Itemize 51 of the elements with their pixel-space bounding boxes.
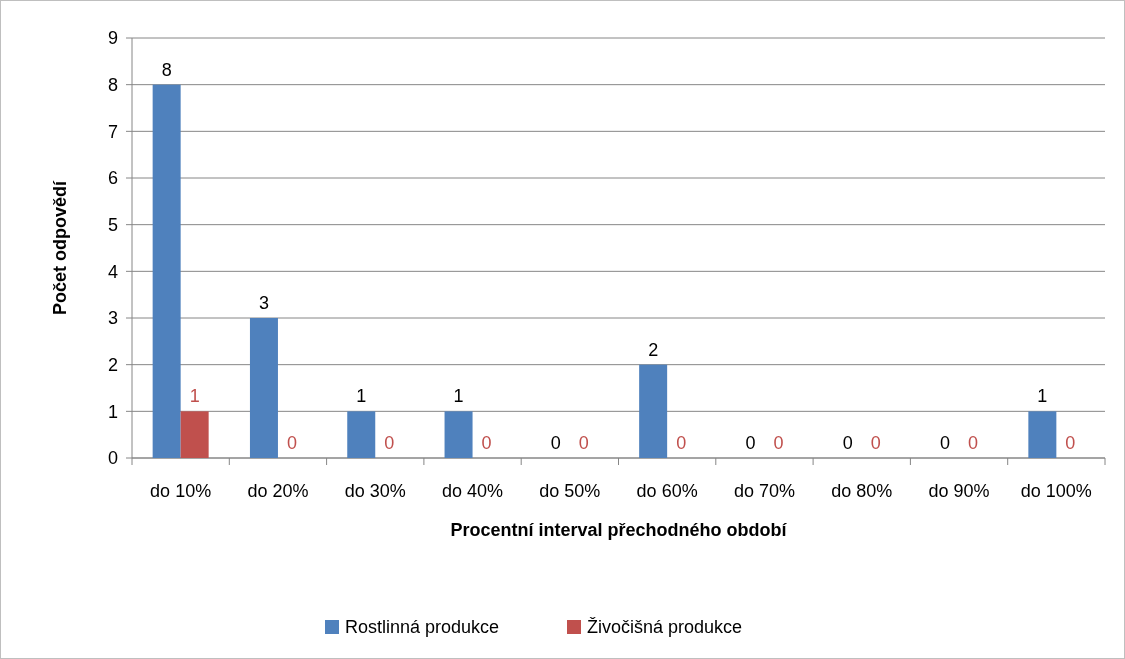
x-tick-label: do 60%	[636, 481, 698, 501]
data-label: 8	[161, 59, 172, 80]
y-tick-label: 2	[107, 354, 118, 375]
data-label: 0	[481, 433, 492, 453]
x-tick-label: do 20%	[247, 481, 309, 501]
bar	[1028, 411, 1057, 458]
data-label: 0	[842, 433, 853, 453]
x-tick-label: do 40%	[442, 481, 504, 501]
data-label: 0	[1065, 433, 1076, 453]
data-label: 3	[258, 293, 269, 313]
x-tick-label: do 10%	[150, 481, 212, 501]
bar	[347, 411, 376, 458]
y-tick-label: 1	[107, 401, 118, 422]
data-label: 1	[189, 386, 200, 407]
legend-label: Rostlinná produkce	[345, 617, 500, 638]
data-label: 0	[745, 433, 756, 453]
y-tick-label: 4	[107, 261, 118, 282]
data-label: 2	[648, 339, 659, 360]
data-label: 0	[870, 433, 881, 453]
bar	[152, 84, 181, 458]
data-label: 0	[968, 433, 979, 453]
y-tick-label: 0	[107, 448, 118, 469]
x-axis-title: Procentní interval přechodného období	[450, 520, 788, 540]
y-axis-title: Počet odpovědí	[50, 179, 70, 316]
data-label: 0	[384, 433, 395, 453]
data-label: 0	[550, 433, 561, 453]
legend-label: Živočišná produkce	[587, 617, 743, 638]
x-tick-label: do 80%	[831, 481, 893, 501]
x-tick-label: do 100%	[1020, 481, 1092, 501]
data-label: 0	[773, 433, 784, 453]
data-label: 0	[940, 433, 951, 453]
x-tick-label: do 90%	[928, 481, 990, 501]
y-tick-label: 8	[107, 74, 118, 95]
x-tick-label: do 50%	[539, 481, 601, 501]
y-tick-label: 7	[107, 121, 118, 142]
bar	[180, 411, 209, 458]
y-tick-label: 9	[107, 28, 118, 49]
bar	[639, 364, 668, 458]
y-tick-label: 3	[107, 308, 118, 329]
x-tick-label: do 70%	[733, 481, 795, 501]
x-tick-label: do 30%	[344, 481, 406, 501]
bar	[249, 318, 278, 458]
data-label: 1	[356, 386, 367, 407]
bar	[444, 411, 473, 458]
data-label: 0	[578, 433, 589, 453]
data-label: 0	[286, 433, 297, 453]
data-label: 1	[453, 386, 464, 407]
data-label: 0	[676, 433, 687, 453]
y-tick-label: 6	[107, 168, 118, 189]
data-label: 1	[1037, 386, 1048, 407]
y-tick-label: 5	[107, 214, 118, 235]
